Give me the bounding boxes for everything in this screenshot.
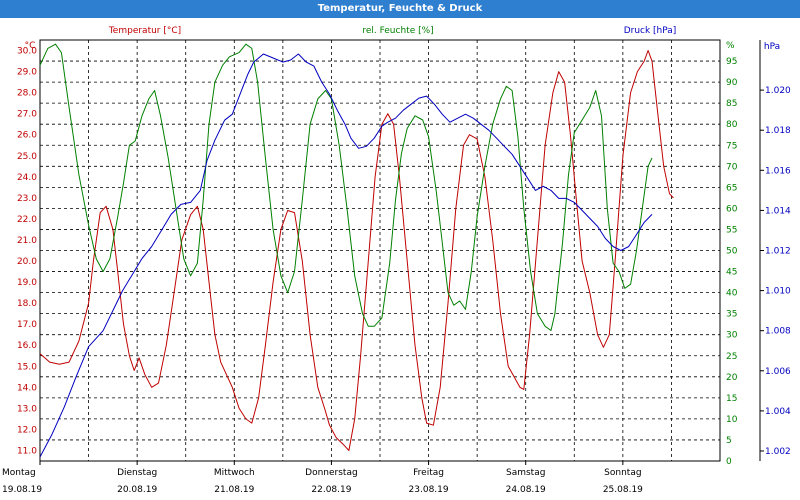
date-tick-label: 19.08.19 [2,485,42,495]
humidity-tick-label: 0 [726,457,732,467]
date-tick-label: 22.08.19 [311,485,351,495]
pressure-tick-label: 1.008 [765,327,791,337]
date-tick-label: 20.08.19 [117,485,157,495]
humidity-tick-label: 95 [726,57,737,67]
temperature-tick-label: 12.0 [17,425,37,435]
temperature-unit-label: °C [25,41,36,51]
temperature-tick-label: 14.0 [17,383,37,393]
humidity-tick-label: 60 [726,204,738,214]
humidity-series-line [39,43,653,331]
temperature-tick-label: 28.0 [17,89,37,99]
humidity-tick-label: 65 [726,183,737,193]
humidity-tick-label: 45 [726,268,737,278]
temperature-tick-label: 30.0 [17,47,37,57]
temperature-tick-label: 25.0 [17,152,37,162]
pressure-unit-label: hPa [764,42,780,52]
date-tick-label: 23.08.19 [409,485,449,495]
humidity-tick-label: 20 [726,373,738,383]
humidity-tick-label: 10 [726,415,738,425]
temperature-tick-label: 19.0 [17,278,37,288]
humidity-series-label: rel. Feuchte [%] [362,26,433,36]
day-tick-label: Mittwoch [214,468,255,478]
pressure-series-label: Druck [hPa] [624,26,677,36]
humidity-tick-label: 40 [726,289,738,299]
temperature-tick-label: 26.0 [17,131,37,141]
temperature-tick-label: 21.0 [17,236,37,246]
humidity-tick-label: 55 [726,225,737,235]
pressure-tick-label: 1.010 [765,287,791,297]
temperature-tick-label: 11.0 [17,446,37,456]
temperature-tick-label: 16.0 [17,341,37,351]
pressure-tick-label: 1.018 [765,126,791,136]
temperature-tick-label: 23.0 [17,194,37,204]
temperature-tick-label: 24.0 [17,173,37,183]
pressure-tick-label: 1.006 [765,367,791,377]
day-tick-label: Montag [2,468,36,478]
pressure-tick-label: 1.014 [765,206,791,216]
date-tick-label: 25.08.19 [603,485,643,495]
temperature-series-label: Temperatur [°C] [108,26,181,36]
humidity-unit-label: % [726,41,735,51]
day-tick-label: Donnerstag [305,468,358,478]
humidity-tick-label: 30 [726,331,738,341]
humidity-tick-label: 90 [726,78,738,88]
day-tick-label: Freitag [413,468,444,478]
temperature-tick-label: 18.0 [17,299,37,309]
temperature-tick-label: 29.0 [17,68,37,78]
pressure-tick-label: 1.012 [765,247,791,257]
humidity-tick-label: 85 [726,99,737,109]
day-tick-label: Sonntag [604,468,641,478]
temperature-series-line [39,50,674,451]
pressure-tick-label: 1.016 [765,166,791,176]
temperature-tick-label: 27.0 [17,110,37,120]
humidity-tick-label: 80 [726,120,738,130]
humidity-tick-label: 70 [726,162,738,172]
day-tick-label: Samstag [506,468,545,478]
humidity-tick-label: 5 [726,436,732,446]
chart-plot: 11.0 12.0 13.0 14.0 15.0 16.0 17.0 18.0 19.0 20.0… [2,26,791,495]
temperature-tick-label: 13.0 [17,404,37,414]
temperature-tick-label: 17.0 [17,320,37,330]
window-title: Temperatur, Feuchte & Druck [0,0,800,18]
humidity-tick-label: 15 [726,394,737,404]
humidity-tick-label: 50 [726,247,738,257]
humidity-tick-label: 75 [726,141,737,151]
temperature-tick-label: 22.0 [17,215,37,225]
day-tick-label: Dienstag [117,468,157,478]
date-tick-label: 21.08.19 [214,485,254,495]
pressure-tick-label: 1.004 [765,407,791,417]
humidity-tick-label: 25 [726,352,737,362]
temperature-tick-label: 20.0 [17,257,37,267]
pressure-tick-label: 1.020 [765,86,791,96]
pressure-tick-label: 1.002 [765,447,791,457]
pressure-series-line [39,53,653,458]
date-tick-label: 24.08.19 [506,485,546,495]
humidity-tick-label: 35 [726,310,737,320]
temperature-tick-label: 15.0 [17,362,37,372]
